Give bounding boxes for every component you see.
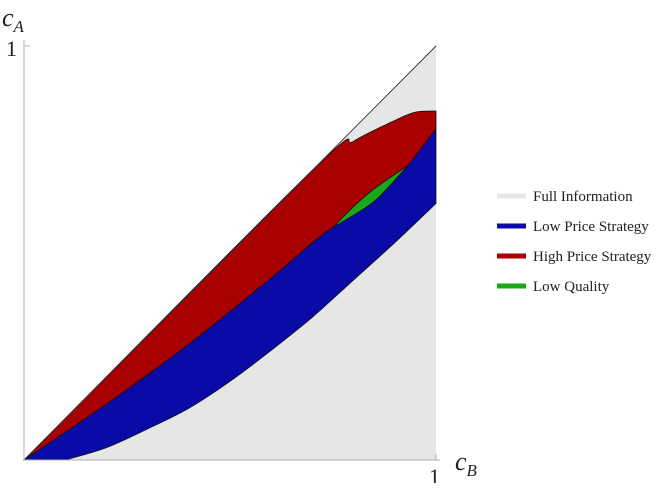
legend-label-low-price-strategy: Low Price Strategy xyxy=(533,219,649,235)
legend-label-full-information: Full Information xyxy=(533,189,633,205)
y-axis-title: cA xyxy=(2,3,25,36)
x-tick-label-1: 1 xyxy=(429,464,440,483)
x-axis-title: cB xyxy=(455,447,478,480)
legend-label-high-price-strategy: High Price Strategy xyxy=(533,249,652,265)
region-low-quality xyxy=(332,165,408,228)
y-axis-title-sub: A xyxy=(13,17,25,36)
diagonal-reference-line xyxy=(23,45,437,461)
legend-label-low-quality: Low Quality xyxy=(533,279,610,295)
x-axis-title-sub: B xyxy=(467,461,478,480)
legend: Full Information Low Price Strategy High… xyxy=(497,189,652,295)
plot-layer xyxy=(22,45,437,461)
y-tick-label-1: 1 xyxy=(6,36,17,61)
x-axis-title-main: c xyxy=(455,447,467,476)
y-axis-title-main: c xyxy=(2,3,14,32)
